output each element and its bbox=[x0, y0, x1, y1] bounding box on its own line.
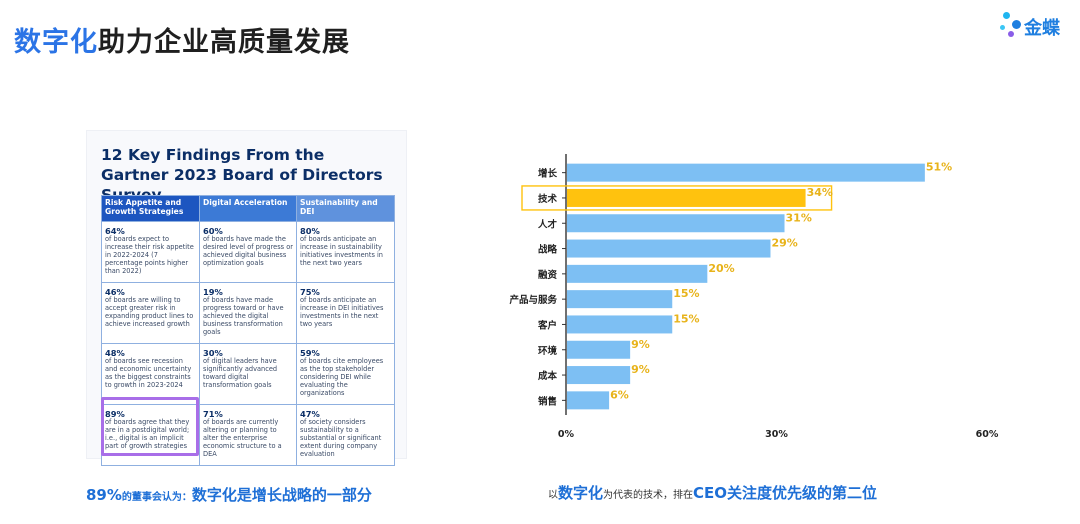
finding-pct: 60% bbox=[203, 226, 223, 236]
caption-right: 以数字化为代表的技术，排在CEO关注度优先级的第二位 bbox=[548, 482, 877, 503]
finding-pct: 30% bbox=[203, 348, 223, 358]
value-label: 29% bbox=[771, 237, 797, 250]
findings-header-row: Risk Appetite and Growth Strategies Digi… bbox=[101, 195, 395, 222]
column-header: Digital Acceleration bbox=[199, 195, 297, 222]
page-title: 数字化助力企业高质量发展 bbox=[14, 20, 350, 59]
category-label: 产品与服务 bbox=[509, 294, 557, 306]
finding-pct: 19% bbox=[203, 287, 223, 297]
category-label: 人才 bbox=[538, 218, 558, 230]
category-label: 技术 bbox=[538, 193, 558, 205]
value-label: 6% bbox=[610, 388, 629, 401]
kingdee-logo: 金蝶 bbox=[1000, 8, 1066, 42]
value-label: 31% bbox=[786, 211, 812, 224]
highlight-frame bbox=[521, 185, 833, 211]
category-label: 环境 bbox=[538, 345, 558, 357]
finding-cell: 75% of boards anticipate an increase in D… bbox=[296, 282, 395, 344]
finding-pct: 64% bbox=[105, 226, 125, 236]
bar bbox=[567, 239, 771, 258]
title-rest: 助力企业高质量发展 bbox=[98, 27, 350, 58]
findings-row: 46% of boards are willing to accept great… bbox=[101, 282, 395, 344]
finding-pct: 89% bbox=[105, 409, 125, 419]
ceo-priority-bar-chart: 增长 51% 技术 34% 人才 31% 战略 29% 融资 20% 产品与服务 15% 客户 15% 环境… bbox=[509, 154, 999, 440]
findings-row: 89% of boards agree that they are in a po… bbox=[101, 404, 395, 466]
caption-right-bold2: CEO关注度优先级的第二位 bbox=[693, 484, 878, 502]
value-label: 15% bbox=[673, 312, 699, 325]
bar bbox=[567, 366, 631, 385]
findings-row: 64% of boards expect to increase their ri… bbox=[101, 221, 395, 283]
finding-cell: 64% of boards expect to increase their ri… bbox=[101, 221, 200, 283]
caption-left-pct: 89% bbox=[86, 486, 122, 504]
value-label: 9% bbox=[631, 338, 650, 351]
finding-desc: of boards agree that they are in a postd… bbox=[105, 418, 190, 450]
bar bbox=[567, 315, 673, 334]
finding-desc: of boards expect to increase their risk … bbox=[105, 235, 194, 275]
finding-desc: of boards have made progress toward or h… bbox=[203, 296, 284, 336]
x-tick-label: 60% bbox=[976, 429, 999, 440]
bar bbox=[567, 264, 708, 283]
caption-left: 89%的董事会认为：数字化是增长战略的一部分 bbox=[86, 484, 372, 505]
bar bbox=[567, 214, 785, 233]
finding-pct: 48% bbox=[105, 348, 125, 358]
value-label: 51% bbox=[926, 161, 952, 174]
finding-cell: 59% of boards cite employees as the top s… bbox=[296, 343, 395, 405]
finding-pct: 47% bbox=[300, 409, 320, 419]
x-tick-label: 0% bbox=[558, 429, 575, 440]
finding-pct: 59% bbox=[300, 348, 320, 358]
finding-cell: 60% of boards have made the desired level… bbox=[199, 221, 297, 283]
finding-desc: of boards anticipate an increase in DEI … bbox=[300, 296, 384, 328]
logo-text: 金蝶 bbox=[1024, 18, 1060, 39]
finding-cell: 80% of boards anticipate an increase in s… bbox=[296, 221, 395, 283]
category-label: 成本 bbox=[538, 370, 558, 382]
title-highlight: 数字化 bbox=[14, 27, 98, 58]
finding-cell: 46% of boards are willing to accept great… bbox=[101, 282, 200, 344]
findings-row: 48% of boards see recession and economic … bbox=[101, 343, 395, 405]
finding-cell: 71% of boards are currently altering or p… bbox=[199, 404, 297, 466]
bar bbox=[567, 290, 673, 309]
column-header: Risk Appetite and Growth Strategies bbox=[101, 195, 200, 222]
value-label: 9% bbox=[631, 363, 650, 376]
finding-desc: of boards are willing to accept greater … bbox=[105, 296, 194, 328]
finding-pct: 80% bbox=[300, 226, 320, 236]
finding-cell: 47% of society considers sustainability t… bbox=[296, 404, 395, 466]
category-label: 销售 bbox=[538, 395, 557, 407]
value-label: 15% bbox=[673, 287, 699, 300]
finding-pct: 75% bbox=[300, 287, 320, 297]
finding-desc: of boards cite employees as the top stak… bbox=[300, 357, 384, 397]
gartner-report-image: 12 Key Findings From the Gartner 2023 Bo… bbox=[86, 130, 407, 466]
caption-right-pre: 以 bbox=[548, 490, 558, 501]
finding-cell: 48% of boards see recession and economic … bbox=[101, 343, 200, 405]
findings-table: Risk Appetite and Growth Strategies Digi… bbox=[101, 195, 395, 466]
caption-left-bold: 数字化是增长战略的一部分 bbox=[191, 486, 372, 504]
finding-desc: of society considers sustainability to a… bbox=[300, 418, 382, 458]
finding-desc: of digital leaders have significantly ad… bbox=[203, 357, 278, 389]
logo-dots-icon bbox=[1000, 12, 1024, 40]
caption-right-mid: 为代表的技术，排在 bbox=[603, 490, 694, 501]
bar bbox=[567, 188, 806, 207]
finding-desc: of boards have made the desired level of… bbox=[203, 235, 293, 267]
bar bbox=[567, 163, 925, 182]
value-label: 20% bbox=[708, 262, 734, 275]
category-label: 融资 bbox=[538, 269, 558, 281]
caption-right-bold1: 数字化 bbox=[558, 484, 604, 502]
finding-cell: 19% of boards have made progress toward o… bbox=[199, 282, 297, 344]
column-header: Sustainability and DEI bbox=[296, 195, 395, 222]
finding-cell: 89% of boards agree that they are in a po… bbox=[101, 404, 200, 466]
bar bbox=[567, 340, 631, 359]
x-tick-label: 30% bbox=[765, 429, 788, 440]
finding-pct: 46% bbox=[105, 287, 125, 297]
finding-pct: 71% bbox=[203, 409, 223, 419]
bar bbox=[567, 391, 610, 410]
category-label: 客户 bbox=[537, 319, 557, 331]
finding-desc: of boards see recession and economic unc… bbox=[105, 357, 192, 389]
value-label: 34% bbox=[807, 186, 833, 199]
caption-left-mid: 的董事会认为： bbox=[121, 492, 192, 503]
finding-cell: 30% of digital leaders have significantly… bbox=[199, 343, 297, 405]
category-label: 战略 bbox=[538, 244, 558, 256]
finding-desc: of boards are currently altering or plan… bbox=[203, 418, 282, 458]
category-label: 增长 bbox=[538, 168, 558, 180]
finding-desc: of boards anticipate an increase in sust… bbox=[300, 235, 383, 267]
